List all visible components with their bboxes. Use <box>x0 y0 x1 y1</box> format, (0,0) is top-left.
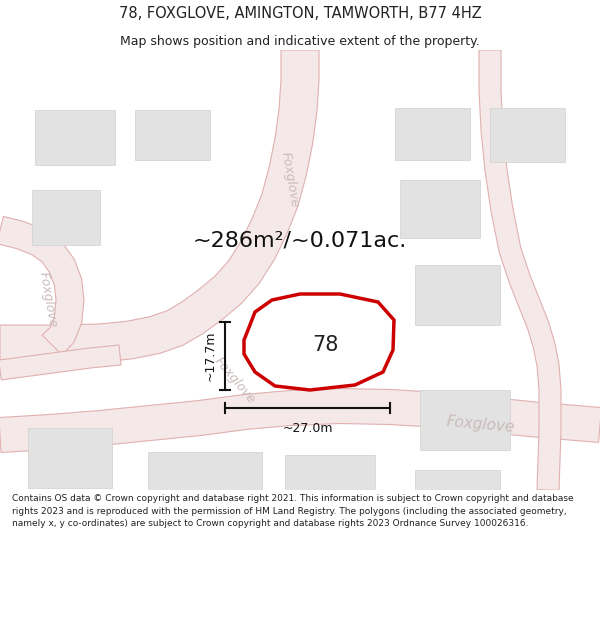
Polygon shape <box>0 389 600 452</box>
Polygon shape <box>0 50 319 363</box>
Text: Foxglove: Foxglove <box>37 271 59 329</box>
Text: ~17.7m: ~17.7m <box>204 331 217 381</box>
Polygon shape <box>244 294 394 390</box>
Polygon shape <box>308 315 375 372</box>
Polygon shape <box>135 110 210 160</box>
Text: Foxglove: Foxglove <box>279 151 301 209</box>
Text: Foxglove: Foxglove <box>445 414 515 436</box>
Polygon shape <box>400 180 480 238</box>
Text: ~27.0m: ~27.0m <box>282 422 333 435</box>
Polygon shape <box>32 190 100 245</box>
Text: 78, FOXGLOVE, AMINGTON, TAMWORTH, B77 4HZ: 78, FOXGLOVE, AMINGTON, TAMWORTH, B77 4H… <box>119 6 481 21</box>
Polygon shape <box>395 108 470 160</box>
Polygon shape <box>0 216 84 355</box>
Text: Foxglove: Foxglove <box>212 354 258 406</box>
Polygon shape <box>25 505 130 580</box>
Polygon shape <box>285 455 375 520</box>
Polygon shape <box>420 390 510 450</box>
Polygon shape <box>415 470 500 530</box>
Polygon shape <box>490 108 565 162</box>
Polygon shape <box>0 345 121 380</box>
Polygon shape <box>28 428 112 488</box>
Polygon shape <box>415 265 500 325</box>
Text: Contains OS data © Crown copyright and database right 2021. This information is : Contains OS data © Crown copyright and d… <box>12 494 574 528</box>
Text: ~286m²/~0.071ac.: ~286m²/~0.071ac. <box>193 230 407 250</box>
Polygon shape <box>148 452 262 522</box>
Polygon shape <box>479 50 561 491</box>
Text: 78: 78 <box>312 335 338 355</box>
Polygon shape <box>35 110 115 165</box>
Text: Map shows position and indicative extent of the property.: Map shows position and indicative extent… <box>120 34 480 48</box>
